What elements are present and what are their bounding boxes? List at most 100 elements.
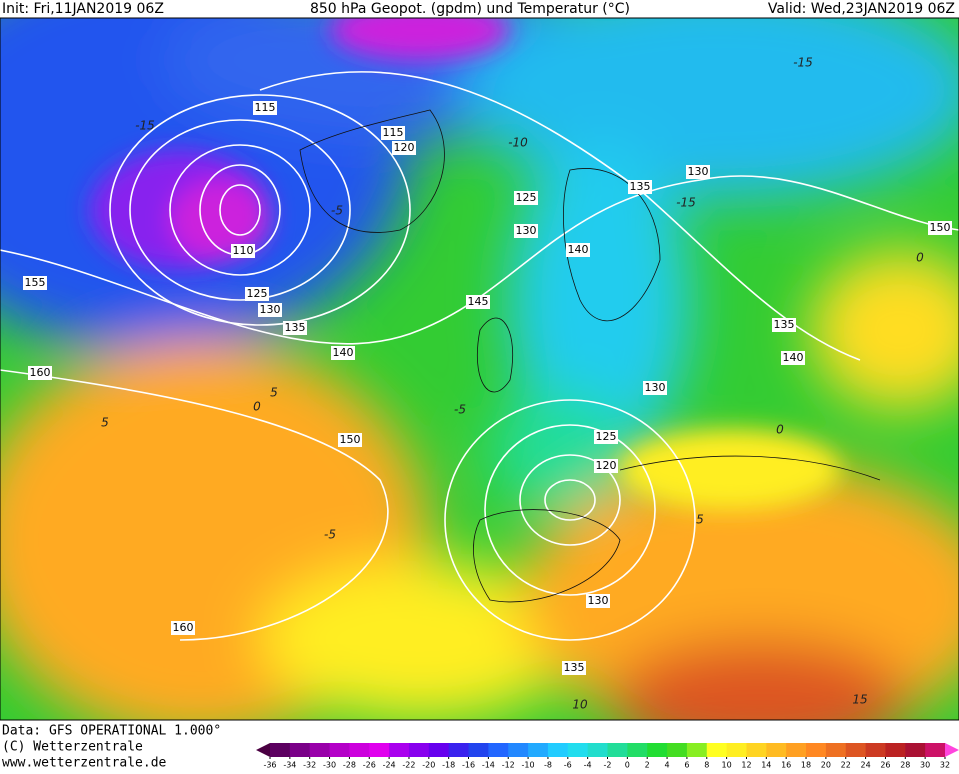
geopotential-contours <box>0 71 959 641</box>
colorbar-cell <box>746 743 767 757</box>
title: 850 hPa Geopot. (gpdm) und Temperatur (°… <box>310 1 630 17</box>
colorbar-label: 14 <box>761 761 771 770</box>
geopotential-label-box <box>566 243 590 257</box>
colorbar-cell <box>428 743 450 757</box>
colorbar-cell <box>508 743 529 757</box>
geopotential-label-box <box>466 295 490 309</box>
geopotential-label-box <box>381 126 405 140</box>
colorbar-cell <box>408 743 430 757</box>
colorbar-cell <box>528 743 549 757</box>
colorbar-label: -6 <box>564 761 572 770</box>
colorbar-label: 10 <box>722 761 732 770</box>
temperature-label: 0 <box>253 400 261 414</box>
map-frame <box>0 17 959 721</box>
geopotential-label-box <box>245 287 269 301</box>
colorbar-label: -34 <box>283 761 296 770</box>
colorbar-label: 18 <box>801 761 811 770</box>
colorbar-cell <box>369 743 390 757</box>
init-time: Init: Fri,11JAN2019 06Z <box>2 1 164 17</box>
colorbar-cell <box>309 743 331 757</box>
geopotential-label-box <box>171 621 195 635</box>
geopotential-label: 120 <box>394 141 415 154</box>
colorbar-cell <box>270 743 291 757</box>
temperature-label: 5 <box>101 416 109 430</box>
colorbar-label: 4 <box>665 761 670 770</box>
geopotential-label-box <box>928 221 952 235</box>
geopotential-label: 130 <box>516 224 537 237</box>
colorbar-label: 0 <box>625 761 630 770</box>
geopotential-label-box <box>253 101 277 115</box>
geopotential-label: 120 <box>596 459 617 472</box>
geopotential-label-box <box>562 661 586 675</box>
temperature-label: -15 <box>793 56 813 70</box>
geopotential-label-box <box>772 318 796 332</box>
geopotential-label: 115 <box>255 101 276 114</box>
colorbar-label: -10 <box>522 761 535 770</box>
colorbar-label: 2 <box>645 761 650 770</box>
temperature-label: -5 <box>454 403 466 417</box>
colorbar-cell <box>627 743 648 757</box>
geopotential-label: 160 <box>173 621 194 634</box>
colorbar-label: -18 <box>442 761 455 770</box>
geopotential-label: 125 <box>596 430 617 443</box>
colorbar-cell <box>448 743 470 757</box>
colorbar-cell <box>488 743 509 757</box>
geopotential-label: 145 <box>468 295 489 308</box>
geopotential-label-box <box>331 346 355 360</box>
colorbar-cell <box>647 743 668 757</box>
colorbar-cell <box>766 743 787 757</box>
geopotential-label-box <box>392 141 416 155</box>
temperature-label: -10 <box>508 136 528 150</box>
geopotential-label: 130 <box>588 594 609 607</box>
colorbar-label: 12 <box>741 761 751 770</box>
colorbar-cell <box>825 743 847 757</box>
colorbar-label: -22 <box>402 761 415 770</box>
geopotential-label: 150 <box>340 433 361 446</box>
geopotential-label: 130 <box>260 303 281 316</box>
geopotential-label: 135 <box>564 661 585 674</box>
colorbar-label: -16 <box>462 761 475 770</box>
geopotential-label: 140 <box>333 346 354 359</box>
website: www.wetterzentrale.de <box>2 756 167 771</box>
colorbar-label: -30 <box>323 761 336 770</box>
colorbar-label: -26 <box>363 761 376 770</box>
temperature-label: -5 <box>331 204 343 218</box>
colorbar-label: -20 <box>422 761 435 770</box>
colorbar-cell <box>806 743 827 757</box>
geopotential-label: 130 <box>645 381 666 394</box>
colorbar-cell <box>845 743 867 757</box>
colorbar-label: 26 <box>880 761 890 770</box>
geopotential-label: 135 <box>630 180 651 193</box>
colorbar-label: -32 <box>303 761 316 770</box>
colorbar-label: 24 <box>860 761 870 770</box>
temperature-label: 15 <box>852 693 867 707</box>
colorbar-cell <box>389 743 410 757</box>
colorbar-cell <box>587 743 608 757</box>
colorbar-end <box>256 743 270 757</box>
temperature-label: 10 <box>572 698 588 712</box>
colorbar-cell <box>786 743 807 757</box>
temperature-label: -5 <box>324 528 336 542</box>
geopotential-label: 150 <box>930 221 951 234</box>
data-source: Data: GFS OPERATIONAL 1.000° <box>2 724 221 739</box>
colorbar-label: -12 <box>502 761 515 770</box>
colorbar-cell <box>885 743 906 757</box>
temperature-label: 5 <box>270 386 278 400</box>
geopotential-label: 155 <box>25 276 46 289</box>
colorbar-cell <box>349 743 370 757</box>
geopotential-label-box <box>643 381 667 395</box>
geopotential-label: 140 <box>783 351 804 364</box>
colorbar-label: 8 <box>704 761 709 770</box>
colorbar-label: -36 <box>263 761 276 770</box>
colorbar-label: -14 <box>482 761 495 770</box>
geopotential-label: 140 <box>568 243 589 256</box>
geopotential-label-box <box>781 351 805 365</box>
colorbar-cell <box>289 743 311 757</box>
geopotential-label-box <box>514 191 538 205</box>
geopotential-label-box <box>283 321 307 335</box>
colorbar-label: 30 <box>920 761 930 770</box>
colorbar-label: -2 <box>604 761 612 770</box>
colorbar-cell <box>726 743 747 757</box>
